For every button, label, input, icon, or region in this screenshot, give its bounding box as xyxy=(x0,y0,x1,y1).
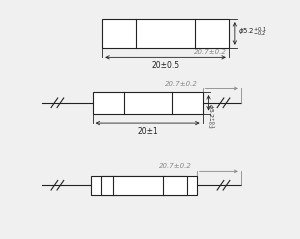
Bar xyxy=(93,92,202,114)
Bar xyxy=(92,176,196,195)
Text: 20±1: 20±1 xyxy=(137,127,158,136)
Text: 20.7±0.2: 20.7±0.2 xyxy=(194,49,226,55)
Text: $\phi$5.2$^{+0.1}_{-0.2}$: $\phi$5.2$^{+0.1}_{-0.2}$ xyxy=(205,103,216,129)
Text: 20.7±0.2: 20.7±0.2 xyxy=(165,81,198,87)
Bar xyxy=(101,176,187,195)
Text: 20±0.5: 20±0.5 xyxy=(152,61,180,70)
Text: 20.7±0.2: 20.7±0.2 xyxy=(159,163,192,169)
Text: $\phi$5.2$^{+0.1}_{-0.2}$: $\phi$5.2$^{+0.1}_{-0.2}$ xyxy=(238,26,267,39)
Bar xyxy=(102,19,229,48)
